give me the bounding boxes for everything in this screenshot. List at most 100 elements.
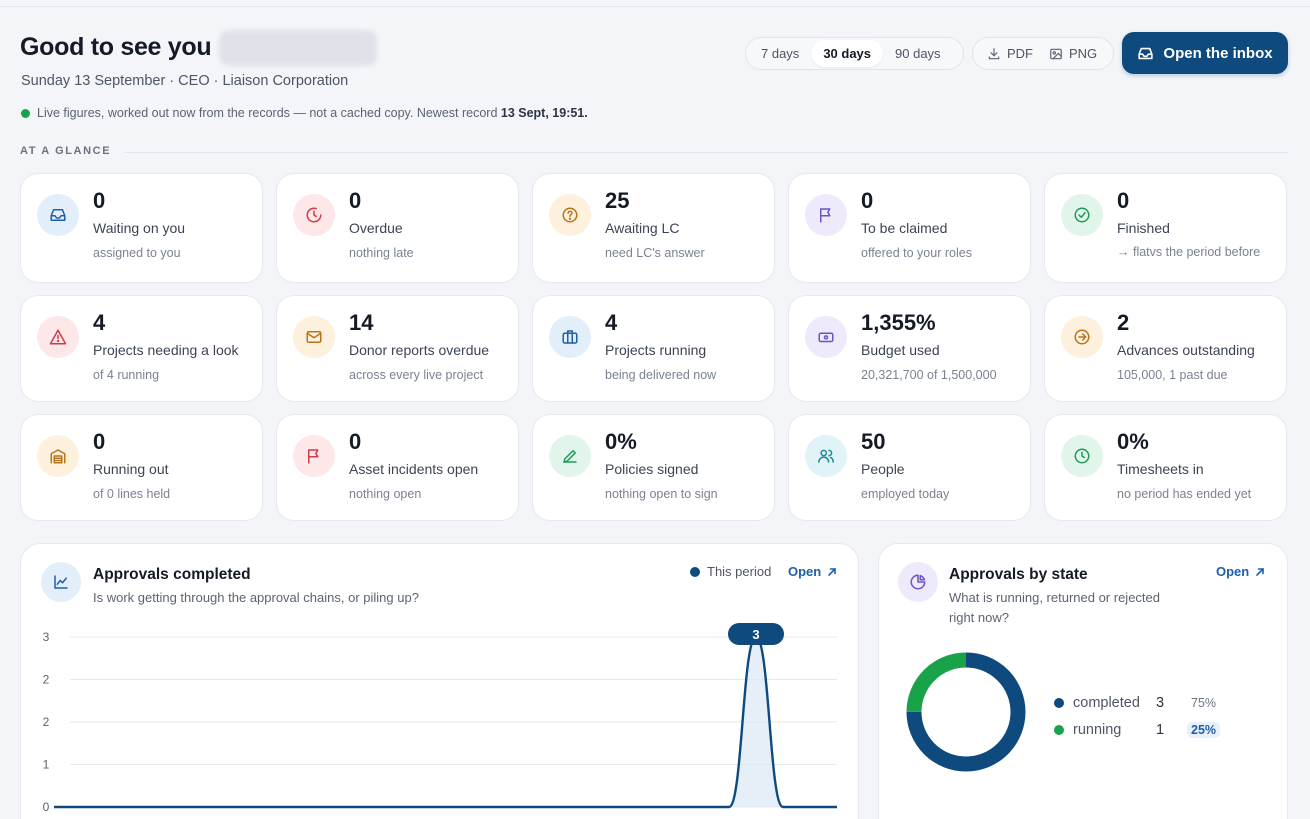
inbox-icon	[1138, 47, 1154, 59]
peak-tooltip-label: 3	[752, 627, 759, 642]
card-sub: 105,000, 1 past due	[1117, 368, 1228, 382]
donut-legend-completed[interactable]: completed 3 75%	[1054, 689, 1220, 716]
card-sub: across every live project	[349, 368, 484, 382]
open-inbox-button[interactable]: Open the inbox	[1122, 32, 1288, 74]
completed-dot-icon	[1054, 697, 1064, 708]
open-label: Open	[1216, 564, 1250, 579]
section-label-at-a-glance: AT A GLANCE	[20, 145, 112, 157]
live-text: Live figures, worked out now from the re…	[37, 106, 501, 120]
card-value: 0	[93, 188, 106, 213]
series-area	[54, 637, 837, 807]
card-sub: nothing open to sign	[605, 487, 718, 501]
card-sub: offered to your roles	[861, 246, 972, 260]
arrow-circle-icon	[1061, 316, 1103, 358]
card-sub: employed today	[861, 487, 950, 501]
users-icon	[805, 435, 847, 477]
glance-card[interactable]: 0 Waiting on you assigned to you	[20, 173, 263, 283]
card-label: Advances outstanding	[1117, 342, 1255, 358]
glance-card[interactable]: 0 Overdue nothing late	[276, 173, 519, 283]
external-arrow-icon	[828, 567, 837, 576]
card-value: 0%	[1117, 429, 1149, 454]
card-sub: → flatvs the period before	[1117, 245, 1282, 259]
approvals-line-chart: 3 2 2 1 0 3	[43, 623, 838, 814]
glance-card[interactable]: 1,355% Budget used 20,321,700 of 1,500,000	[788, 295, 1031, 402]
warning-icon	[37, 316, 79, 358]
approvals-completed-subtitle: Is work getting through the approval cha…	[93, 590, 419, 605]
subtitle-line-1: What is running, returned or rejected	[949, 590, 1160, 605]
y-tick-label: 1	[43, 758, 50, 772]
card-value: 0%	[605, 429, 637, 454]
approvals-completed-open-link[interactable]: Open	[788, 564, 837, 579]
y-tick-label: 2	[43, 673, 50, 687]
inbox-button-label: Open the inbox	[1163, 44, 1273, 62]
trend-tag: → flat	[1117, 245, 1150, 259]
glance-card[interactable]: 14 Donor reports overdue across every live…	[276, 295, 519, 402]
card-label: Waiting on you	[93, 220, 186, 236]
card-label: Projects needing a look	[93, 342, 239, 358]
approvals-completed-panel	[20, 543, 859, 819]
image-icon	[1050, 48, 1062, 59]
card-value: 0	[349, 429, 362, 454]
range-30-days[interactable]: 30 days	[811, 40, 884, 67]
flag-icon	[805, 194, 847, 236]
flag-icon	[293, 435, 335, 477]
legend-dot-icon	[690, 566, 700, 577]
legend-name: running	[1073, 721, 1122, 738]
card-sub-text: vs the period before	[1149, 245, 1261, 259]
card-value: 1,355%	[861, 310, 936, 335]
chart-legend: This period	[690, 564, 771, 579]
line-chart-icon	[41, 562, 81, 602]
approvals-completed-title: Approvals completed	[93, 566, 251, 583]
live-dot-icon	[21, 108, 30, 118]
approvals-by-state-open-link[interactable]: Open	[1216, 564, 1265, 579]
donut-slice-running[interactable]	[906, 652, 1026, 772]
card-label: Finished	[1117, 220, 1170, 236]
export-png-button[interactable]: PNG	[1041, 40, 1105, 67]
glance-card[interactable]: 0% Policies signed nothing open to sign	[532, 414, 775, 521]
card-value: 50	[861, 429, 886, 454]
page-subtitle: Sunday 13 September · CEO · Liaison Corp…	[21, 73, 349, 89]
clock-alert-icon	[293, 194, 335, 236]
glance-card[interactable]: 50 People employed today	[788, 414, 1031, 521]
pen-icon	[549, 435, 591, 477]
redacted-user-name	[219, 30, 377, 66]
glance-card[interactable]: 2 Advances outstanding 105,000, 1 past due	[1044, 295, 1287, 402]
glance-card[interactable]: 0 Running out of 0 lines held	[20, 414, 263, 521]
card-value: 4	[605, 310, 618, 335]
mail-icon	[293, 316, 335, 358]
card-sub: need LC's answer	[605, 246, 705, 260]
card-label: To be claimed	[861, 220, 948, 236]
card-label: Timesheets in	[1117, 461, 1204, 477]
card-sub: 20,321,700 of 1,500,000	[861, 368, 997, 382]
glance-card[interactable]: 0 Asset incidents open nothing open	[276, 414, 519, 521]
glance-card[interactable]: 0 To be claimed offered to your roles	[788, 173, 1031, 283]
download-icon	[988, 47, 1000, 59]
glance-card[interactable]: 0 Finished → flatvs the period before	[1044, 173, 1287, 283]
donut-legend-running[interactable]: running 1 25%	[1054, 716, 1221, 743]
pdf-label: PDF	[1007, 46, 1033, 61]
legend-label: This period	[707, 564, 772, 579]
glance-card[interactable]: 4 Projects needing a look of 4 running	[20, 295, 263, 402]
glance-card[interactable]: 0% Timesheets in no period has ended yet	[1044, 414, 1287, 521]
card-value: 2	[1117, 310, 1130, 335]
card-label: Policies signed	[605, 461, 699, 477]
card-sub: nothing open	[349, 487, 422, 501]
legend-percent: 25%	[1187, 721, 1221, 738]
card-value: 0	[349, 188, 362, 213]
glance-card[interactable]: 25 Awaiting LC need LC's answer	[532, 173, 775, 283]
range-7-days[interactable]: 7 days	[761, 46, 800, 61]
donut-legend: completed 3 75% running 1 25%	[1054, 689, 1221, 743]
card-value: 14	[349, 310, 374, 335]
export-pdf-button[interactable]: PDF	[979, 40, 1041, 67]
question-icon	[549, 194, 591, 236]
glance-card[interactable]: 4 Projects running being delivered now	[532, 295, 775, 402]
approvals-by-state-title: Approvals by state	[949, 566, 1088, 583]
briefcase-icon	[549, 316, 591, 358]
running-dot-icon	[1054, 724, 1064, 735]
legend-count: 3	[1156, 694, 1165, 711]
y-tick-label: 3	[43, 630, 50, 644]
card-sub: nothing late	[349, 246, 414, 260]
range-90-days[interactable]: 90 days	[895, 46, 941, 61]
card-sub: assigned to you	[93, 246, 181, 260]
card-sub: of 4 running	[93, 368, 160, 382]
